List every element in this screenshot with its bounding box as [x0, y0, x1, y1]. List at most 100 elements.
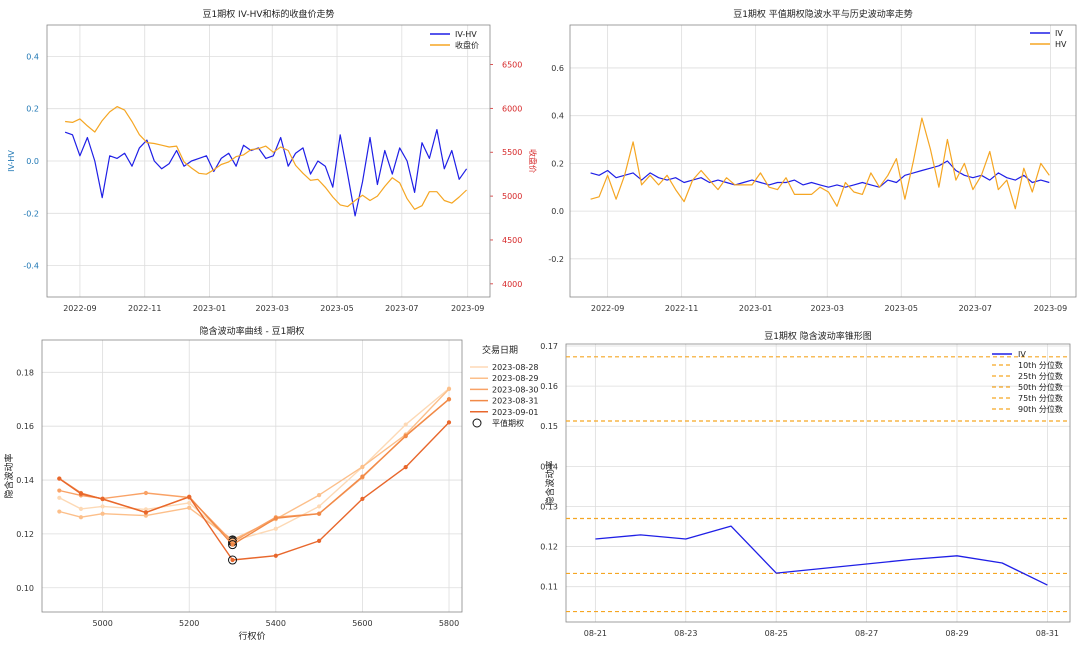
chart3-title: 隐含波动率曲线 - 豆1期权	[200, 325, 305, 337]
chart1-title: 豆1期权 IV-HV和标的收盘价走势	[202, 8, 334, 20]
chart4-ytick-3: 0.14	[540, 462, 558, 471]
chart1-ytick-0: 0.4	[26, 52, 39, 61]
chart3-point	[187, 500, 192, 506]
chart3-point	[403, 434, 408, 439]
chart3-legend-label-2: 2023-08-30	[492, 385, 539, 394]
chart1-frame	[46, 24, 491, 298]
chart4-legend-label-0: 10th 分位数	[1018, 360, 1063, 370]
chart3-point	[143, 510, 149, 515]
chart2-title: 豆1期权 平值期权隐波水平与历史波动率走势	[733, 8, 913, 20]
chart1-y2tick-2: 5500	[502, 148, 522, 157]
chart2-ytick-0: 0.6	[551, 64, 564, 73]
chart3-ytick-1: 0.12	[16, 530, 34, 539]
chart3-point	[57, 476, 62, 481]
chart3-xlabel: 行权价	[238, 630, 265, 642]
chart4-xtick-0: 08-21	[584, 629, 607, 638]
chart4-ytick-4: 0.15	[540, 422, 558, 431]
chart3-point	[100, 496, 105, 501]
chart3-atm-marker	[228, 540, 238, 550]
chart4-xtick-1: 08-23	[674, 629, 697, 638]
chart1-legend-label-1: 收盘价	[455, 40, 479, 50]
chart2-xtick-0: 2022-09	[591, 304, 624, 313]
chart1-y2tick-1: 6000	[502, 104, 522, 113]
chart1-xtick-0: 2022-09	[63, 304, 96, 313]
chart3-point	[230, 542, 235, 547]
chart1-xtick-2: 2023-01	[193, 304, 226, 313]
chart1-ytick-1: 0.2	[26, 105, 39, 114]
chart3-point	[273, 526, 278, 531]
chart4-ytick-0: 0.11	[540, 583, 558, 592]
chart3-series-4	[58, 421, 450, 561]
chart4-legend-label-iv: IV	[1018, 350, 1026, 359]
chart4-ytick-2: 0.13	[540, 502, 558, 511]
chart1-xtick-3: 2023-03	[255, 304, 288, 313]
chart3-xtick-0: 5000	[92, 619, 112, 628]
chart-iv-vs-hv: 豆1期权 平值期权隐波水平与历史波动率走势 2022-09 2022-11 2023-…	[548, 8, 1077, 313]
chart3-ytick-3: 0.16	[16, 422, 34, 431]
chart3-point	[273, 516, 278, 521]
chart2-legend-label-0: IV	[1055, 29, 1063, 38]
chart2-ytick-4: -0.2	[548, 255, 564, 264]
chart3-series-0	[58, 387, 450, 542]
chart3-xtick-4: 5800	[439, 619, 459, 628]
chart2-series-0	[590, 160, 1050, 188]
chart3-point	[100, 511, 105, 516]
chart3-point	[230, 557, 235, 563]
chart3-point	[57, 495, 62, 500]
chart3-point	[143, 513, 149, 518]
chart3-series-3	[58, 398, 450, 546]
chart4-legend-label-3: 75th 分位数	[1018, 393, 1063, 403]
chart-iv-hv: 豆1期权 IV-HV和标的收盘价走势 2022-09 2022-11 2023-01 2…	[7, 8, 538, 313]
chart3-point	[360, 474, 365, 479]
chart3-point	[317, 511, 322, 516]
chart3-xtick-2: 5400	[266, 619, 286, 628]
chart2-xtick-5: 2023-07	[959, 304, 992, 313]
chart3-legend-atm-label: 平值期权	[492, 418, 524, 428]
chart3-point	[446, 386, 452, 392]
chart3-ytick-0: 0.10	[16, 584, 34, 593]
chart4-ytick-6: 0.17	[540, 342, 558, 351]
chart3-point	[78, 515, 84, 520]
chart3-legend-label-0: 2023-08-28	[492, 363, 539, 372]
chart3-point	[446, 397, 452, 402]
chart3-legend-title: 交易日期	[482, 344, 518, 356]
chart1-ytick-4: -0.4	[23, 262, 39, 271]
chart3-point	[100, 504, 105, 509]
chart2-ytick-1: 0.4	[551, 112, 564, 121]
chart3-ylabel: 隐含波动率	[3, 453, 15, 498]
chart3-ytick-2: 0.14	[16, 476, 34, 485]
chart4-xtick-2: 08-25	[765, 629, 788, 638]
chart4-xtick-4: 08-29	[945, 629, 968, 638]
chart1-xtick-5: 2023-07	[385, 304, 418, 313]
chart4-ylabel: 隐含波动率	[544, 460, 556, 505]
chart1-y2label: 收盘价	[528, 149, 538, 173]
chart1-series-1	[65, 106, 468, 210]
chart1-ytick-3: -0.2	[23, 209, 39, 218]
chart3-xtick-3: 5600	[352, 619, 372, 628]
chart2-xtick-1: 2022-11	[665, 304, 698, 313]
chart3-series-1	[59, 388, 450, 541]
chart3-xtick-1: 5200	[179, 619, 199, 628]
chart3-point	[360, 496, 365, 501]
chart4-frame	[565, 343, 1071, 623]
chart3-point	[143, 490, 149, 496]
chart3-point	[57, 509, 62, 514]
chart2-xtick-4: 2023-05	[885, 304, 918, 313]
chart2-ytick-3: 0.0	[551, 207, 564, 216]
chart3-ytick-4: 0.18	[16, 368, 34, 377]
chart4-legend-label-4: 90th 分位数	[1018, 404, 1063, 414]
chart1-xtick-1: 2022-11	[128, 304, 161, 313]
chart-iv-cone: 豆1期权 隐含波动率锥形图 08-21 08-23 08-25 08-27 08-29 08…	[540, 330, 1071, 638]
chart3-legend-label-4: 2023-09-01	[492, 408, 539, 417]
chart1-xtick-4: 2023-05	[320, 304, 353, 313]
chart3-point	[403, 465, 408, 470]
chart3-frame	[41, 339, 463, 613]
chart4-ytick-5: 0.16	[540, 382, 558, 391]
chart2-series-1	[590, 117, 1050, 210]
chart3-point	[446, 420, 452, 425]
chart3-point	[317, 538, 322, 544]
chart2-xtick-3: 2023-03	[811, 304, 844, 313]
chart3-point	[187, 505, 192, 510]
chart3-point	[403, 422, 408, 427]
